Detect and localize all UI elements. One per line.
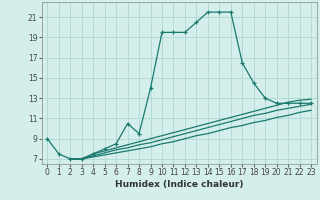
- X-axis label: Humidex (Indice chaleur): Humidex (Indice chaleur): [115, 180, 244, 189]
